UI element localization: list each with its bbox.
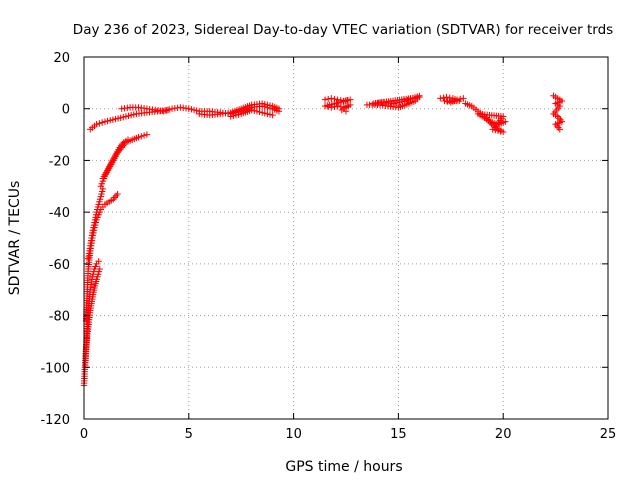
- data-point: [143, 131, 151, 138]
- data-point: [160, 108, 167, 115]
- data-markers: [80, 92, 566, 389]
- data-point: [440, 94, 447, 101]
- y-tick-label: -20: [49, 154, 70, 169]
- x-tick-label: 0: [80, 427, 88, 442]
- y-tick-label: -120: [40, 413, 70, 428]
- data-point: [416, 92, 423, 99]
- data-point: [138, 133, 145, 140]
- data-point: [460, 95, 467, 102]
- data-point: [437, 95, 444, 102]
- data-point: [166, 106, 173, 113]
- y-tick-label: -100: [40, 361, 70, 376]
- data-point: [93, 121, 100, 128]
- data-point: [555, 124, 562, 131]
- data-point: [98, 119, 106, 126]
- data-point: [321, 102, 329, 110]
- data-point: [556, 126, 563, 133]
- chart-title: Day 236 of 2023, Sidereal Day-to-day VTE…: [73, 22, 613, 38]
- plot-frame: [83, 56, 609, 420]
- y-tick-label: -80: [49, 310, 70, 325]
- data-point: [334, 96, 341, 103]
- x-tick-label: 20: [495, 427, 512, 442]
- data-point: [328, 95, 335, 102]
- data-point: [324, 95, 332, 103]
- data-point: [331, 103, 338, 110]
- data-point: [404, 96, 411, 104]
- data-point: [324, 103, 332, 110]
- y-tick-label: 0: [62, 103, 70, 118]
- data-point: [321, 96, 329, 103]
- data-point: [407, 96, 414, 103]
- data-point: [95, 258, 102, 265]
- x-tick-label: 15: [390, 427, 407, 442]
- data-point: [163, 107, 170, 114]
- data-point: [124, 136, 132, 143]
- x-axis-label: GPS time / hours: [285, 459, 402, 475]
- data-point: [96, 120, 103, 127]
- y-tick-label: -60: [49, 258, 70, 273]
- data-point: [441, 97, 448, 105]
- data-point: [457, 95, 464, 103]
- data-point: [275, 105, 283, 112]
- data-point: [555, 114, 563, 122]
- y-tick-label: -40: [49, 206, 70, 221]
- data-point: [135, 133, 142, 141]
- data-point: [112, 192, 120, 199]
- axis-ticks: 0 5 10 15 20 25 -120 -100 -80 -60 -40 -20 0 20: [40, 51, 616, 442]
- data-point: [334, 102, 341, 110]
- x-tick-label: 10: [285, 427, 302, 442]
- y-tick-label: 20: [53, 51, 70, 66]
- data-point: [328, 104, 335, 111]
- data-point: [111, 194, 118, 201]
- data-point: [401, 97, 408, 105]
- x-tick-label: 5: [185, 427, 193, 442]
- data-point: [342, 108, 350, 115]
- data-point: [96, 265, 103, 273]
- data-point: [114, 190, 121, 198]
- data-point: [502, 118, 509, 125]
- data-point: [140, 132, 148, 139]
- data-point: [269, 111, 276, 119]
- data-point: [453, 96, 461, 103]
- y-axis-label: SDTVAR / TECUs: [7, 181, 23, 296]
- data-point: [338, 106, 346, 114]
- x-tick-label: 25: [600, 427, 617, 442]
